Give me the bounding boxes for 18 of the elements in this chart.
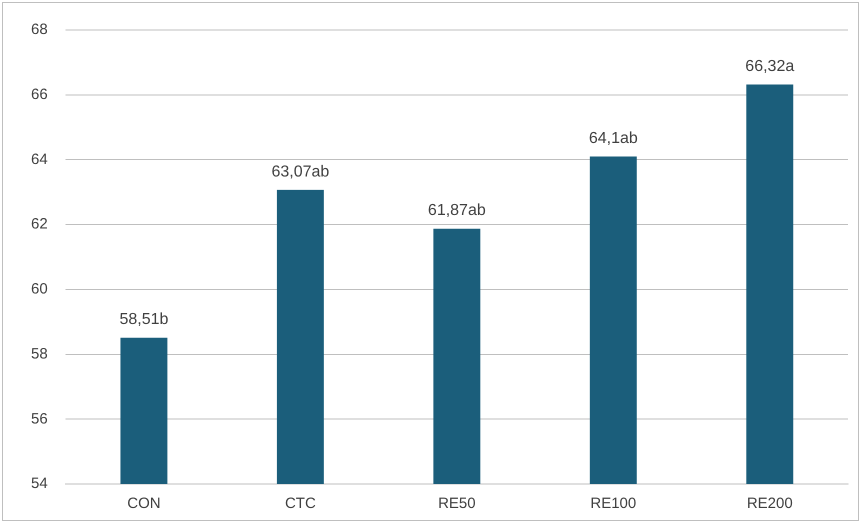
- data-label: 58,51b: [119, 311, 168, 328]
- y-tick-label: 60: [30, 280, 48, 298]
- data-label: 61,87ab: [428, 202, 486, 220]
- y-tick-label: 62: [30, 216, 48, 233]
- x-tick-label: RE200: [746, 495, 793, 512]
- x-tick-label: CTC: [284, 495, 316, 512]
- y-tick-label: 58: [30, 345, 48, 362]
- data-label: 64,1ab: [588, 130, 638, 147]
- x-tick-label: RE50: [438, 495, 476, 512]
- y-tick-label: 68: [30, 21, 48, 38]
- y-tick-label: 64: [30, 150, 48, 168]
- data-label: 66,32a: [745, 58, 794, 75]
- y-tick-label: 56: [30, 410, 48, 428]
- y-tick-label: 66: [30, 86, 48, 103]
- x-tick-label: CON: [127, 495, 161, 512]
- data-label: 63,07ab: [271, 163, 330, 180]
- x-tick-label: RE100: [590, 495, 636, 512]
- y-tick-label: 54: [30, 475, 48, 492]
